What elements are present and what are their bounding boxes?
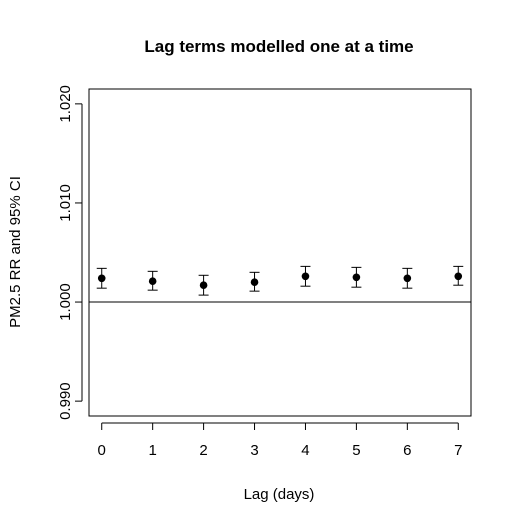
x-axis: 0 1 2 3 4 5 6 7 — [98, 422, 462, 459]
data-point — [199, 281, 208, 290]
x-tick-label: 5 — [352, 442, 360, 459]
data-point — [301, 272, 310, 281]
x-axis-label: Lag (days) — [244, 486, 315, 503]
y-axis-label: PM2.5 RR and 95% CI — [7, 176, 24, 328]
y-axis: 0.990 1.000 1.010 1.020 — [57, 85, 83, 420]
x-tick-label: 1 — [148, 442, 156, 459]
data-point — [352, 273, 361, 282]
x-tick-label: 7 — [454, 442, 462, 459]
data-point — [403, 274, 412, 283]
x-tick-label: 4 — [301, 442, 309, 459]
y-tick-label: 0.990 — [57, 382, 74, 420]
series-points — [96, 265, 464, 296]
y-tick-label: 1.000 — [57, 283, 74, 321]
x-tick-label: 3 — [250, 442, 258, 459]
plot-frame — [88, 88, 472, 417]
data-point — [148, 277, 157, 286]
chart-title: Lag terms modelled one at a time — [144, 37, 413, 56]
y-tick-label: 1.020 — [57, 85, 74, 123]
x-tick-label: 0 — [98, 442, 106, 459]
y-tick-label: 1.010 — [57, 184, 74, 222]
x-tick-label: 6 — [403, 442, 411, 459]
data-point — [97, 274, 106, 283]
data-point — [250, 278, 259, 287]
data-point — [454, 272, 463, 281]
x-tick-label: 2 — [199, 442, 207, 459]
